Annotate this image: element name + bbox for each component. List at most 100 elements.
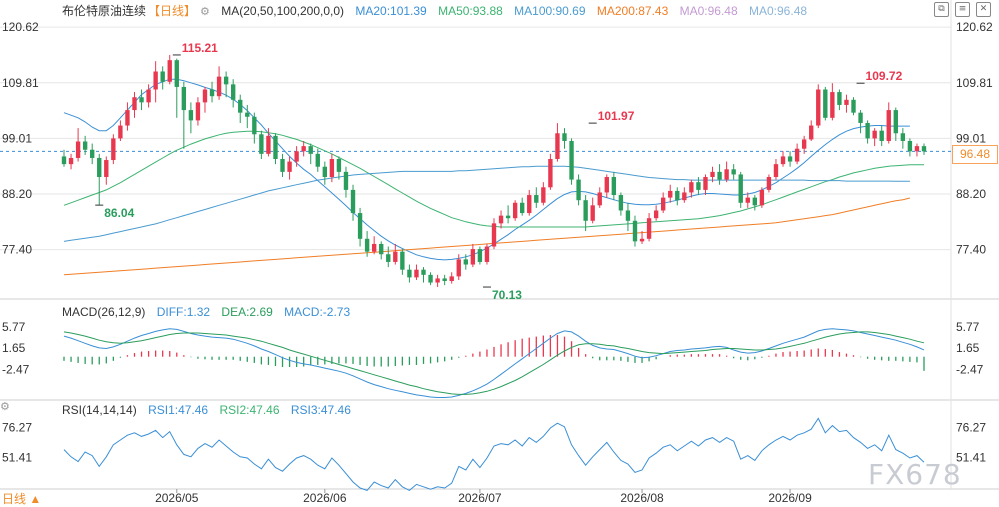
- candle-body: [153, 71, 158, 90]
- candle-body: [611, 177, 617, 196]
- settings-icon[interactable]: ≡: [955, 2, 970, 17]
- candle-body: [837, 92, 842, 105]
- candle-body: [294, 151, 299, 162]
- panel-settings-icon[interactable]: ⚙: [0, 400, 10, 413]
- extreme-label: 86.04: [104, 206, 134, 220]
- candle-body: [689, 182, 694, 193]
- candle-body: [759, 189, 765, 206]
- candle-body: [202, 89, 208, 103]
- candle-body: [886, 110, 891, 141]
- rsi-y-tick-right: 51.41: [956, 451, 986, 465]
- close-icon[interactable]: ✕: [976, 2, 991, 17]
- candle-body: [520, 202, 525, 214]
- candle-body: [787, 156, 793, 162]
- candle-body: [146, 89, 151, 103]
- candle-body: [766, 177, 772, 190]
- candle-body: [82, 141, 88, 150]
- rsi-y-tick-right: 76.27: [956, 421, 986, 435]
- candle-body: [371, 243, 377, 252]
- candle-body: [534, 195, 539, 203]
- rsi2-value: RSI2:47.46: [219, 403, 280, 417]
- candle-body: [865, 122, 870, 139]
- candle-body: [858, 112, 863, 123]
- macd-dea: DEA:2.69: [221, 305, 273, 319]
- candle-body: [174, 60, 179, 87]
- candle-body: [400, 251, 405, 270]
- candle-body: [435, 278, 440, 283]
- candle-body: [597, 192, 602, 206]
- grid-lines: [0, 0, 999, 493]
- macd-y-tick-right: -2.47: [956, 362, 984, 376]
- candle-body: [301, 146, 306, 152]
- y-tick-left: 99.01: [2, 131, 32, 145]
- candle-body: [252, 116, 257, 135]
- y-tick-right: 88.20: [956, 187, 986, 201]
- candle-body: [357, 213, 363, 239]
- candle-body: [646, 218, 652, 239]
- candle-body: [794, 148, 800, 162]
- candle-body: [773, 164, 779, 178]
- candle-body: [512, 202, 518, 219]
- candle-body: [223, 76, 229, 85]
- copy-icon[interactable]: ⧉: [934, 2, 949, 17]
- candle-body: [273, 135, 278, 159]
- candle-body: [111, 138, 116, 161]
- candle-body: [731, 169, 736, 175]
- candle-body: [350, 189, 356, 214]
- candle-body: [414, 269, 419, 278]
- candle-body: [668, 190, 673, 198]
- candle-body: [364, 238, 370, 252]
- macd-header: MACD(26,12,9) DIFF:1.32 DEA:2.69 MACD:-2…: [62, 305, 358, 319]
- candle-body: [329, 159, 335, 178]
- rsi3-value: RSI3:47.46: [290, 403, 351, 417]
- candle-body: [393, 251, 398, 262]
- candle-body: [505, 215, 511, 219]
- candle-body: [660, 197, 666, 211]
- candle-body: [139, 97, 144, 103]
- candle-body: [280, 159, 285, 172]
- candle-body: [653, 210, 659, 219]
- candle-body: [386, 254, 391, 262]
- y-tick-right: 99.01: [956, 131, 986, 145]
- candle-body: [900, 133, 906, 141]
- ma200-value: MA200:87.43: [596, 4, 669, 18]
- candle-body: [470, 249, 476, 265]
- settings-gear-icon[interactable]: ⚙: [200, 5, 210, 18]
- candle-body: [710, 171, 715, 178]
- candle-body: [491, 223, 497, 247]
- period-switch[interactable]: 日线 ▲: [2, 492, 42, 506]
- candle-body: [548, 159, 553, 188]
- candle-body: [90, 149, 95, 158]
- candle-body: [696, 182, 701, 190]
- y-tick-left: 88.20: [2, 187, 32, 201]
- candle-body: [160, 71, 165, 82]
- ma20-value: MA20:101.39: [355, 4, 427, 18]
- ma0-value-b: MA0:96.48: [749, 4, 808, 18]
- candle-body: [75, 141, 81, 158]
- y-tick-left: 77.40: [2, 243, 32, 257]
- period-label[interactable]: 【日线】: [148, 4, 197, 18]
- x-tick-label: 2026/05: [155, 491, 199, 505]
- candle-body: [675, 190, 680, 201]
- candle-body: [893, 110, 898, 134]
- y-tick-right: 77.40: [956, 243, 986, 257]
- rsi1-value: RSI1:47.46: [148, 403, 209, 417]
- candle-body: [576, 179, 581, 201]
- ma-params-label: MA(20,50,100,200,0,0): [221, 4, 344, 18]
- candle-body: [188, 110, 194, 121]
- candle-body: [914, 146, 920, 152]
- candle-body: [104, 160, 109, 178]
- candle-body: [407, 269, 412, 278]
- extreme-label: 115.21: [182, 41, 218, 55]
- macd-y-tick-left: 5.77: [2, 320, 26, 334]
- candle-body: [682, 192, 687, 201]
- rsi-label: RSI(14,14,14): [62, 403, 137, 417]
- y-tick-left: 109.81: [2, 76, 39, 90]
- instrument-title: 布伦特原油连续: [62, 4, 147, 18]
- rsi-y-tick-left: 51.41: [2, 451, 32, 465]
- candle-body: [125, 110, 130, 126]
- x-tick-label: 2026/09: [768, 491, 812, 505]
- candle-body: [851, 99, 856, 113]
- candle-body: [823, 89, 828, 118]
